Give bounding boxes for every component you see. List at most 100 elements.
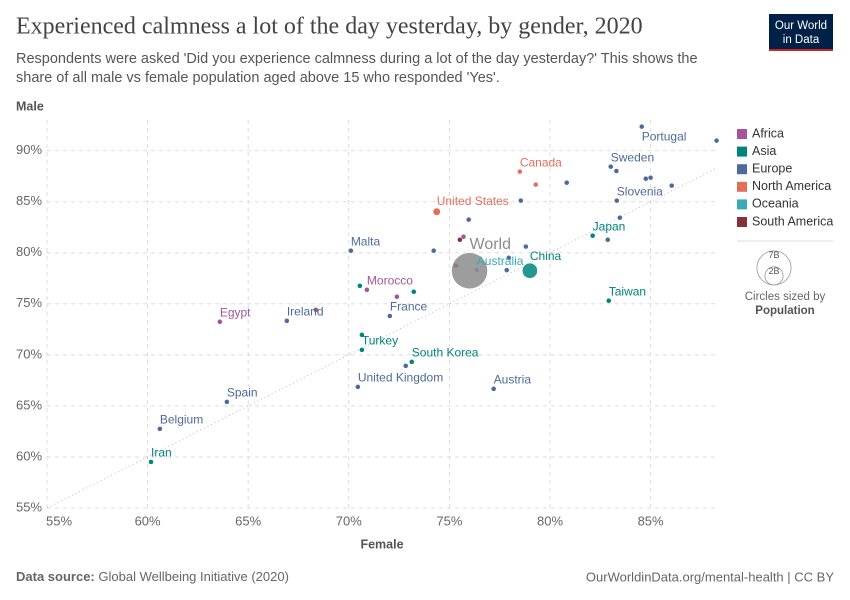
size-legend-variable: Population [755,305,814,317]
legend-swatch [737,199,747,210]
point [364,287,370,293]
logo-text: Our World [775,20,827,32]
y-tick-label: 75% [16,295,42,310]
x-tick-label: 80% [537,513,563,528]
point [523,243,529,250]
y-tick-label: 65% [16,397,42,412]
point-label: Spain [227,386,258,400]
point-label: Turkey [362,334,398,348]
legend-label: Asia [752,144,776,158]
legend-label: South America [752,214,833,228]
point [402,363,409,369]
point [359,332,365,338]
point [668,182,675,189]
point [411,288,417,295]
y-tick-label: 90% [16,142,42,157]
point-label: Belgium [160,413,203,427]
point [532,181,539,188]
logo [769,14,833,51]
size-legend-circle [764,266,784,286]
point-label: Canada [520,155,562,169]
point [606,297,612,304]
point [617,214,623,221]
point [348,247,354,254]
world-point [451,252,488,289]
legend-swatch [737,181,747,192]
legend-label: North America [752,179,831,193]
point-label: Slovenia [617,184,663,198]
point [604,237,611,243]
point [355,384,361,390]
point-label: Morocco [367,273,413,287]
point [217,319,223,325]
point [457,237,463,243]
x-axis-label: Female [360,537,403,551]
point [490,386,497,392]
point-label: United Kingdom [358,371,443,385]
point [589,232,596,239]
source-text: Global Wellbeing Initiative (2020) [98,569,289,584]
point [647,174,654,181]
point [563,179,570,186]
point [503,267,510,273]
subtitle: share of all male vs female population a… [16,70,500,86]
point-label: China [530,249,562,263]
y-tick-label: 70% [16,346,42,361]
point-label: South Korea [412,346,479,360]
point [409,359,415,365]
point [643,175,649,182]
point-label: Portugal [642,129,687,143]
point-label: Malta [351,234,381,248]
legend-swatch [737,217,747,227]
point-label: Australia [477,254,524,268]
y-tick-label: 85% [16,193,42,208]
point [284,318,290,324]
point-label: France [390,300,428,314]
x-tick-label: 55% [46,513,72,528]
y-axis-label: Male [16,99,44,113]
legend-label: Europe [752,161,792,175]
legend-label: Africa [752,126,784,140]
size-legend-title: Circles sized by [745,291,826,303]
point-label: United States [437,194,509,208]
point [430,247,437,254]
footer: OurWorldinData.org/mental-health | CC BY [586,569,834,584]
size-legend-label: 2B [768,266,779,276]
y-tick-label: 60% [16,448,42,463]
point-label: Japan [593,219,626,233]
point [359,347,365,353]
legend-swatch [737,164,747,175]
point [608,163,614,170]
point-label: Taiwan [609,284,646,298]
point [713,137,720,144]
point [224,399,230,405]
world-label: World [470,236,512,253]
point [639,123,645,130]
x-tick-label: 65% [235,513,261,528]
chart-title: Experienced calmness a lot of the day ye… [16,14,643,40]
point [465,216,472,223]
legend-swatch [737,129,747,139]
size-legend-label: 7B [768,250,779,260]
point [460,233,467,240]
point [613,168,620,174]
logo-bar [769,49,833,51]
x-tick-label: 70% [336,513,362,528]
point-label: Ireland [287,305,324,319]
y-tick-label: 80% [16,244,42,259]
point [517,168,523,175]
y-tick-label: 55% [16,499,42,514]
point [313,307,319,313]
point-label: Iran [151,446,172,460]
point-label: Austria [494,373,532,387]
source: Data source: Global Wellbeing Initiative… [16,569,289,584]
x-tick-label: 75% [436,513,462,528]
point [394,293,400,300]
point [521,262,538,279]
x-tick-label: 60% [135,513,161,528]
point [432,207,441,216]
legend-label: Oceania [752,197,799,211]
point [148,459,154,465]
logo-text: in Data [783,34,820,46]
